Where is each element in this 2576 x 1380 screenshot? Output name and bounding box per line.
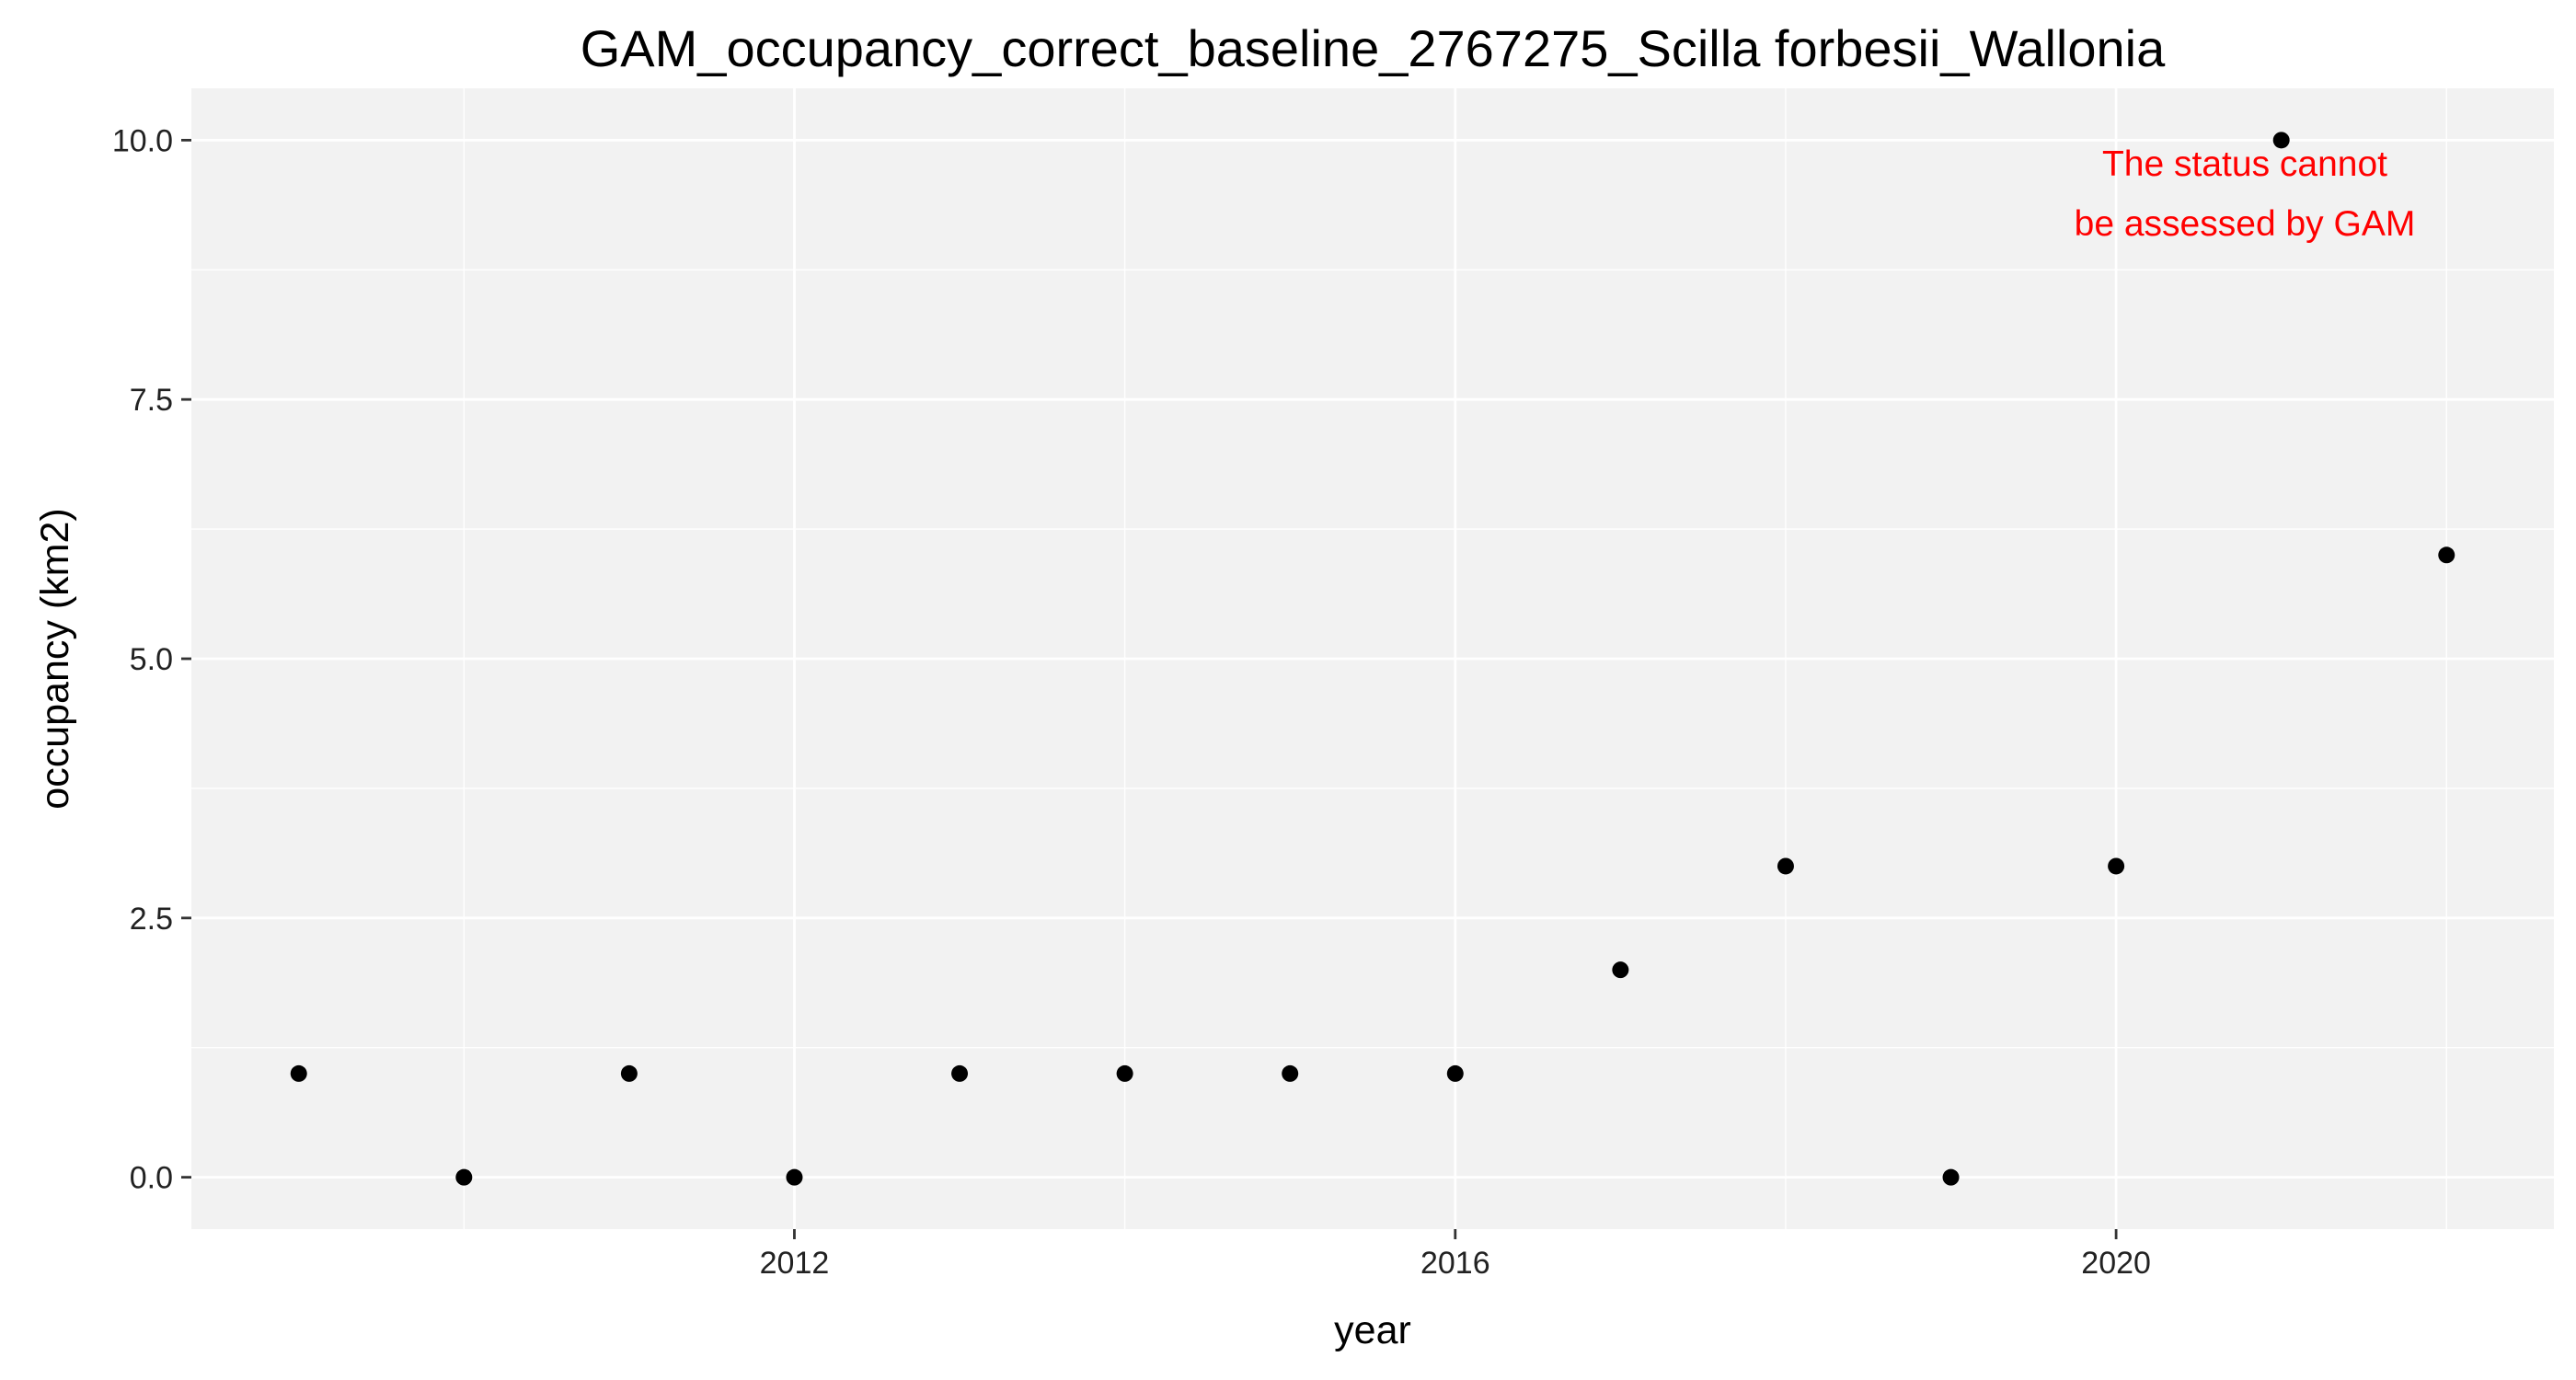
data-point [786, 1168, 803, 1186]
y-tick-label: 2.5 [130, 902, 173, 937]
data-point [2438, 546, 2455, 564]
data-point [1116, 1064, 1133, 1082]
x-tick-label: 2012 [760, 1246, 830, 1281]
data-points [290, 132, 2455, 1186]
y-tick-label: 5.0 [130, 642, 173, 677]
data-point [1446, 1064, 1464, 1082]
y-axis: 0.0 2.5 5.0 7.5 10.0 [112, 123, 191, 1196]
data-point [1777, 857, 1794, 875]
y-tick-label: 7.5 [130, 383, 173, 418]
data-point [2108, 857, 2125, 875]
status-annotation: The status cannot be assessed by GAM [2075, 144, 2416, 244]
x-axis-title: year [1334, 1308, 1411, 1352]
annotation-line-2: be assessed by GAM [2075, 204, 2416, 244]
data-point [1612, 961, 1629, 979]
data-point [620, 1064, 638, 1082]
data-point [2272, 132, 2290, 149]
data-point [951, 1064, 969, 1082]
data-point [1942, 1168, 1960, 1186]
x-tick-label: 2016 [1420, 1246, 1490, 1281]
grid-major [191, 88, 2554, 1229]
annotation-line-1: The status cannot [2102, 144, 2387, 184]
chart-title: GAM_occupancy_correct_baseline_2767275_S… [581, 19, 2166, 77]
y-tick-label: 10.0 [112, 123, 173, 158]
x-axis: 2012 2016 2020 [760, 1229, 2151, 1281]
y-tick-label: 0.0 [130, 1161, 173, 1196]
y-axis-title: occupancy (km2) [33, 508, 77, 809]
data-point [455, 1168, 473, 1186]
data-point [290, 1064, 307, 1082]
x-tick-label: 2020 [2081, 1246, 2151, 1281]
data-point [1282, 1064, 1299, 1082]
